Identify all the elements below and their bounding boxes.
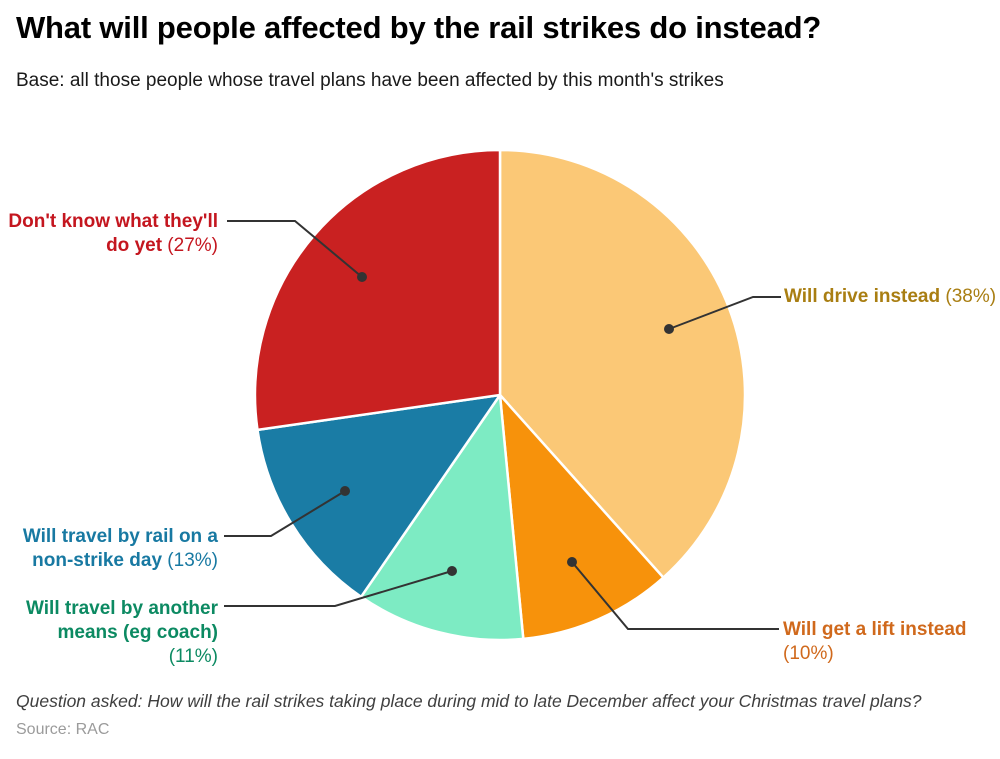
pie-label-line: (10%) — [783, 643, 834, 664]
leader-dot-3 — [340, 486, 350, 496]
pie-label-line: Will drive instead (38%) — [784, 286, 997, 307]
pie-slice-1[interactable] — [498, 393, 665, 641]
pie-label-line: do yet (27%) — [106, 235, 218, 256]
pie-label-line: Will travel by another — [26, 598, 218, 619]
pie-label-line: Will travel by rail on a — [22, 526, 218, 547]
leader-line-2 — [224, 570, 453, 607]
pie-slice-4[interactable] — [253, 148, 502, 432]
pie-label-line: non-strike day (13%) — [32, 550, 218, 571]
leader-line-4 — [227, 220, 363, 278]
pie-slice-2[interactable] — [359, 393, 525, 642]
pie-label-line: means (eg coach) — [57, 622, 219, 643]
source-note: Source: RAC — [16, 721, 110, 738]
pie-label-1: Will get a lift instead (10%) — [783, 618, 993, 666]
leader-dot-4 — [357, 272, 367, 282]
chart-subtitle: Base: all those people whose travel plan… — [16, 70, 724, 91]
leader-dot-2 — [447, 566, 457, 576]
pie-slice-0[interactable] — [498, 148, 747, 579]
chart-title: What will people affected by the rail st… — [16, 10, 822, 45]
leader-line-3 — [224, 490, 346, 537]
leader-dot-0 — [664, 324, 674, 334]
leader-dot-1 — [567, 557, 577, 567]
pie-label-3: Will travel by rail on a non-strike day (… — [0, 525, 218, 573]
question-note: Question asked: How will the rail strike… — [16, 691, 922, 711]
leader-line-1 — [571, 561, 779, 630]
pie-label-2: Will travel by another means (eg coach) (1… — [0, 597, 218, 669]
pie-label-line: Will get a lift instead — [783, 619, 967, 640]
pie-label-line: Don't know what they'll — [8, 211, 218, 232]
pie-label-4: Don't know what they'll do yet (27%) — [0, 210, 218, 258]
leader-line-0 — [668, 296, 781, 330]
pie-label-line: (11%) — [168, 646, 218, 667]
pie-label-0: Will drive instead (38%) — [784, 285, 999, 309]
